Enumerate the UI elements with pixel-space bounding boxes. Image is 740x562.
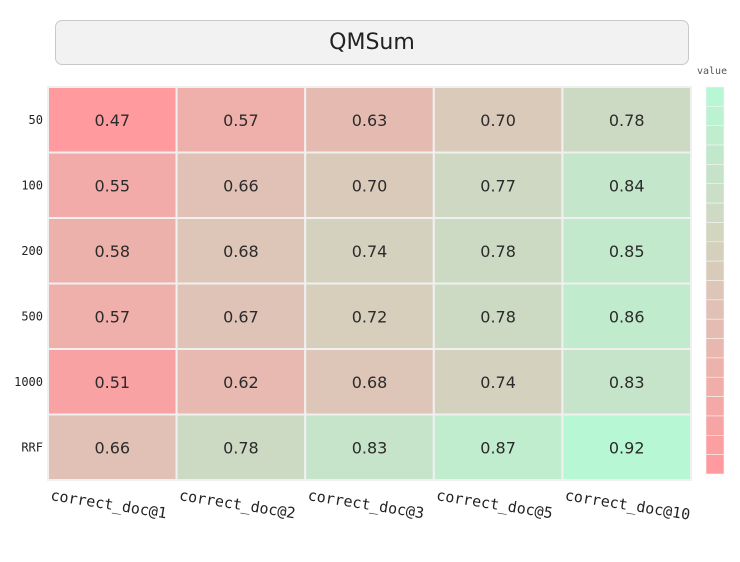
heatmap-cell: [561, 413, 693, 481]
heatmap-cell: [175, 86, 307, 154]
legend-swatch: [705, 415, 725, 436]
cell-value-label: 0.92: [609, 438, 645, 457]
cell-value-label: 0.78: [609, 111, 645, 130]
cell-value-label: 0.55: [94, 176, 130, 195]
heatmap-cell: [561, 151, 693, 219]
legend-swatch: [705, 318, 725, 339]
heatmap-cell: [304, 151, 435, 219]
column-label: correct_doc@10: [564, 486, 692, 524]
cell-value-label: 0.66: [223, 176, 259, 195]
cell-value-label: 0.74: [352, 242, 388, 261]
column-label: correct_doc@1: [49, 486, 168, 522]
cell-value-label: 0.78: [223, 438, 259, 457]
row-label: 500: [21, 309, 43, 323]
legend-title: value: [697, 66, 728, 77]
cell-value-label: 0.57: [94, 307, 130, 326]
heatmap-cell: [561, 282, 693, 350]
heatmap-cell: [304, 413, 435, 481]
cell-value-label: 0.72: [352, 307, 388, 326]
cell-value-label: 0.68: [352, 373, 388, 392]
cell-value-label: 0.67: [223, 307, 259, 326]
legend-swatch: [705, 106, 725, 126]
legend-swatch: [705, 86, 725, 107]
cell-value-label: 0.78: [480, 307, 516, 326]
column-label: correct_doc@5: [435, 486, 554, 522]
cell-value-label: 0.74: [480, 373, 516, 392]
heatmap-cell: [175, 413, 307, 481]
cell-value-label: 0.83: [609, 373, 645, 392]
legend-swatch: [705, 299, 725, 320]
chart-title: QMSum: [55, 20, 689, 65]
heatmap-cells: 0.47 0.57 0.63 0.70 0.78 0.55 0.66 0.70 0.77 0.84…: [47, 86, 693, 481]
cell-value-label: 0.57: [223, 111, 259, 130]
legend-swatch: [705, 357, 725, 378]
legend-swatch: [705, 183, 725, 204]
row-label: 200: [21, 244, 43, 258]
legend-swatch: [705, 280, 725, 301]
cell-value-label: 0.70: [352, 176, 388, 195]
cell-value-label: 0.47: [94, 111, 130, 130]
cell-value-label: 0.63: [352, 111, 388, 130]
column-label: correct_doc@3: [307, 486, 426, 522]
heatmap-cell: [304, 348, 435, 416]
column-labels: correct_doc@1 correct_doc@2 correct_doc@3 c…: [49, 486, 691, 524]
cell-value-label: 0.84: [609, 176, 645, 195]
heatmap-cell: [561, 86, 693, 154]
row-label: 1000: [14, 375, 43, 389]
legend-swatch: [705, 396, 725, 417]
legend-swatch: [705, 338, 725, 359]
legend-swatch: [705, 222, 725, 243]
heatmap-cell: [47, 348, 178, 416]
cell-value-label: 0.85: [609, 242, 645, 261]
row-label: 100: [21, 178, 43, 192]
legend-swatch: [705, 144, 725, 165]
cell-value-label: 0.78: [480, 242, 516, 261]
row-label: 50: [29, 113, 43, 127]
row-labels: 50 100 200 500 1000 RRF: [14, 113, 43, 455]
cell-value-label: 0.77: [480, 176, 516, 195]
legend-swatch: [705, 241, 725, 262]
cell-value-label: 0.62: [223, 373, 259, 392]
cell-value-label: 0.51: [94, 373, 130, 392]
legend-swatch: [705, 202, 725, 223]
cell-value-label: 0.70: [480, 111, 516, 130]
heatmap-cell: [432, 282, 564, 350]
legend-swatch: [705, 454, 725, 475]
legend-swatch: [705, 434, 725, 455]
legend-swatch: [705, 376, 725, 397]
heatmap-cell: [304, 282, 435, 350]
heatmap-cell: [175, 282, 307, 350]
legend-swatch: [705, 260, 725, 281]
cell-value-label: 0.83: [352, 438, 388, 457]
row-label: RRF: [21, 440, 43, 454]
cell-value-label: 0.68: [223, 242, 259, 261]
heatmap-cell: [304, 86, 435, 154]
legend-swatch: [705, 125, 725, 146]
heatmap-cell: [47, 217, 178, 285]
color-legend: [705, 86, 725, 475]
cell-value-label: 0.86: [609, 307, 645, 326]
cell-value-label: 0.87: [480, 438, 516, 457]
heatmap-cell: [175, 217, 307, 285]
heatmap-cell: [561, 348, 693, 416]
cell-value-label: 0.58: [94, 242, 130, 261]
legend-swatch: [705, 164, 725, 185]
cell-value-label: 0.66: [94, 438, 130, 457]
column-label: correct_doc@2: [178, 486, 297, 522]
